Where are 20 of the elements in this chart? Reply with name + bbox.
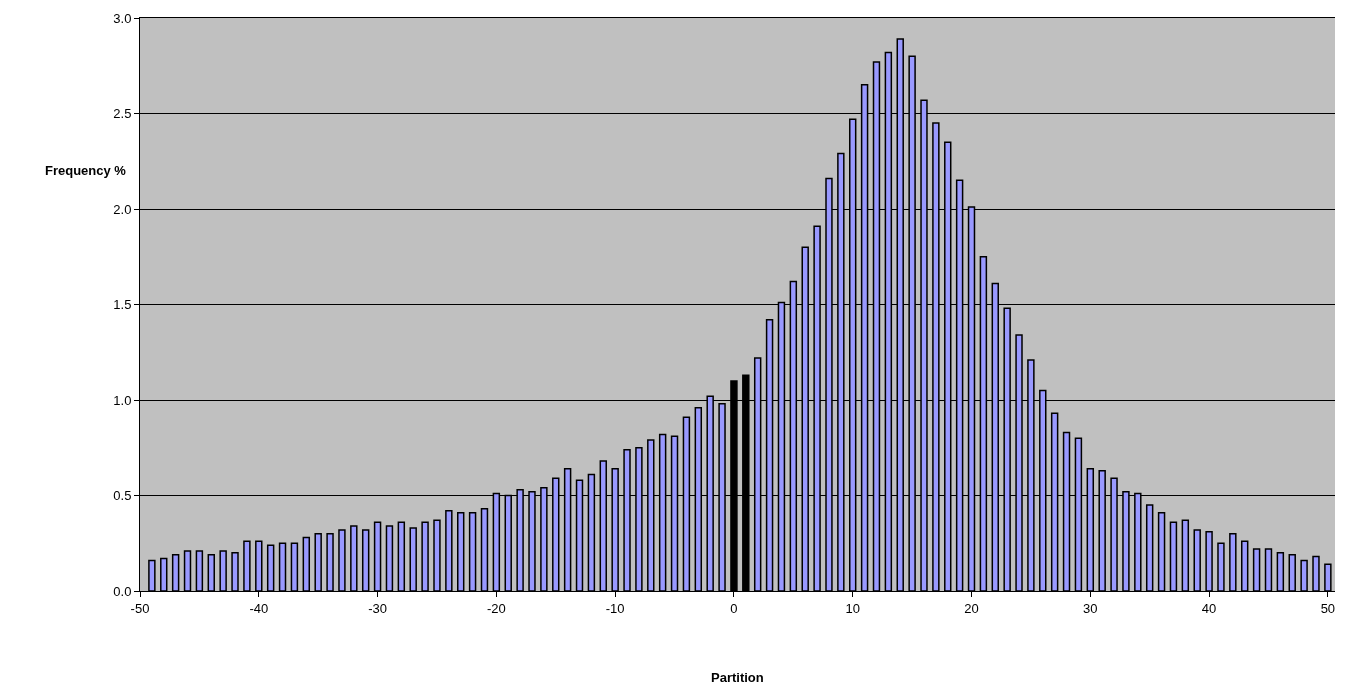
- x-tick-label: 40: [1201, 600, 1217, 616]
- y-axis-title: Frequency %: [45, 163, 127, 178]
- y-tick-label: 0.0: [113, 583, 132, 599]
- x-tick-label: -10: [605, 600, 625, 616]
- y-tick-label: 1.5: [113, 297, 132, 313]
- x-tick-label: -30: [368, 600, 387, 616]
- y-tick-label: 2.5: [113, 106, 132, 122]
- x-tick-label: -20: [486, 600, 506, 616]
- x-axis-title: Partition: [711, 670, 764, 685]
- x-tick-label: -40: [249, 600, 269, 616]
- x-tick-label: 20: [964, 600, 979, 616]
- x-tick-label: 50: [1320, 600, 1336, 616]
- x-tick-label: -50: [130, 600, 150, 616]
- y-tick-label: 2.0: [113, 201, 132, 217]
- x-tick-label: 10: [845, 600, 860, 616]
- y-tick-label: 3.0: [113, 10, 132, 26]
- x-tick-label: 30: [1083, 600, 1098, 616]
- x-tick-label: 0: [730, 600, 738, 616]
- y-tick-label: 1.0: [113, 392, 132, 408]
- y-tick-label: 0.5: [113, 488, 132, 504]
